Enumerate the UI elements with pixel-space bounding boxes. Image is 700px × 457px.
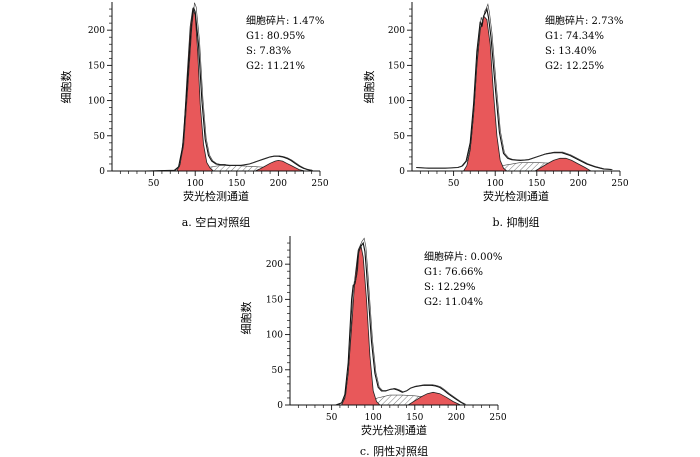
x-tick-label: 200: [448, 413, 465, 423]
x-tick-label: 100: [487, 179, 504, 189]
x-tick-label: 50: [148, 179, 160, 189]
series-g2-area: [254, 159, 306, 172]
stat-annotation: S: 13.40%: [545, 46, 597, 57]
x-tick-label: 100: [187, 179, 204, 189]
y-tick-label: 100: [266, 331, 283, 341]
panel-1: 50 100 150 200 250 0 50 100 150 200 细胞碎片: 1.47% G1:…: [60, 2, 329, 229]
stat-annotation: 细胞碎片: 0.00%: [424, 250, 502, 263]
stat-annotation: G1: 74.34%: [545, 31, 604, 42]
panel-caption: b. 抑制组: [492, 215, 539, 229]
stat-annotation: G1: 80.95%: [246, 31, 305, 42]
y-axis-label: 细胞数: [240, 302, 253, 335]
y-tick-label: 0: [277, 401, 283, 411]
x-tick-label: 200: [570, 179, 587, 189]
series-fit-line: [146, 2, 313, 172]
stat-annotation: 细胞碎片: 2.73%: [545, 14, 623, 27]
y-tick-label: 150: [88, 61, 105, 71]
y-tick-label: 0: [99, 167, 105, 177]
stat-annotation: G2: 11.21%: [246, 61, 305, 72]
x-tick-label: 50: [448, 179, 460, 189]
y-tick-label: 100: [388, 97, 405, 107]
x-tick-label: 100: [365, 413, 382, 423]
panel-caption: a. 空白对照组: [182, 215, 251, 229]
y-tick-label: 50: [94, 132, 106, 142]
stat-annotation: 细胞碎片: 1.47%: [246, 14, 324, 27]
series-g2-area: [406, 391, 461, 406]
y-tick-label: 150: [388, 61, 405, 71]
y-tick-label: 100: [88, 97, 105, 107]
x-tick-label: 250: [311, 179, 328, 189]
x-axis-label: 荧光检测通道: [361, 423, 427, 437]
panel-2: 50 100 150 200 250 0 50 100 150 200 细胞碎片: 2.73% G1:…: [363, 2, 629, 229]
y-tick-label: 200: [266, 260, 283, 270]
x-axis-label: 荧光检测通道: [483, 189, 549, 203]
x-tick-label: 150: [228, 179, 245, 189]
stat-annotation: S: 12.29%: [424, 282, 476, 293]
y-axis-label: 细胞数: [363, 71, 376, 104]
series-fit-line: [336, 237, 466, 406]
x-tick-label: 150: [406, 413, 423, 423]
stat-annotation: G2: 11.04%: [424, 297, 483, 308]
y-tick-label: 0: [399, 167, 405, 177]
x-tick-label: 250: [489, 413, 506, 423]
y-axis-label: 细胞数: [60, 71, 73, 104]
series-total-line: [416, 7, 612, 171]
x-tick-label: 50: [326, 413, 338, 423]
series-g2-area: [533, 157, 593, 172]
x-axis-label: 荧光检测通道: [183, 189, 249, 203]
stat-annotation: S: 7.83%: [246, 46, 291, 57]
x-tick-label: 250: [611, 179, 628, 189]
panel-3: 50 100 150 200 250 0 50 100 150 200 细胞碎片: 0.00% G1:…: [240, 236, 507, 457]
stat-annotation: G1: 76.66%: [424, 267, 483, 278]
y-tick-label: 200: [88, 26, 105, 36]
x-tick-label: 200: [270, 179, 287, 189]
y-tick-label: 50: [394, 132, 406, 142]
y-tick-label: 150: [266, 295, 283, 305]
y-tick-label: 200: [388, 26, 405, 36]
panel-caption: c. 阴性对照组: [360, 444, 428, 457]
y-tick-label: 50: [272, 366, 284, 376]
stat-annotation: G2: 12.25%: [545, 61, 604, 72]
series-fit-line: [417, 3, 613, 170]
x-tick-label: 150: [528, 179, 545, 189]
